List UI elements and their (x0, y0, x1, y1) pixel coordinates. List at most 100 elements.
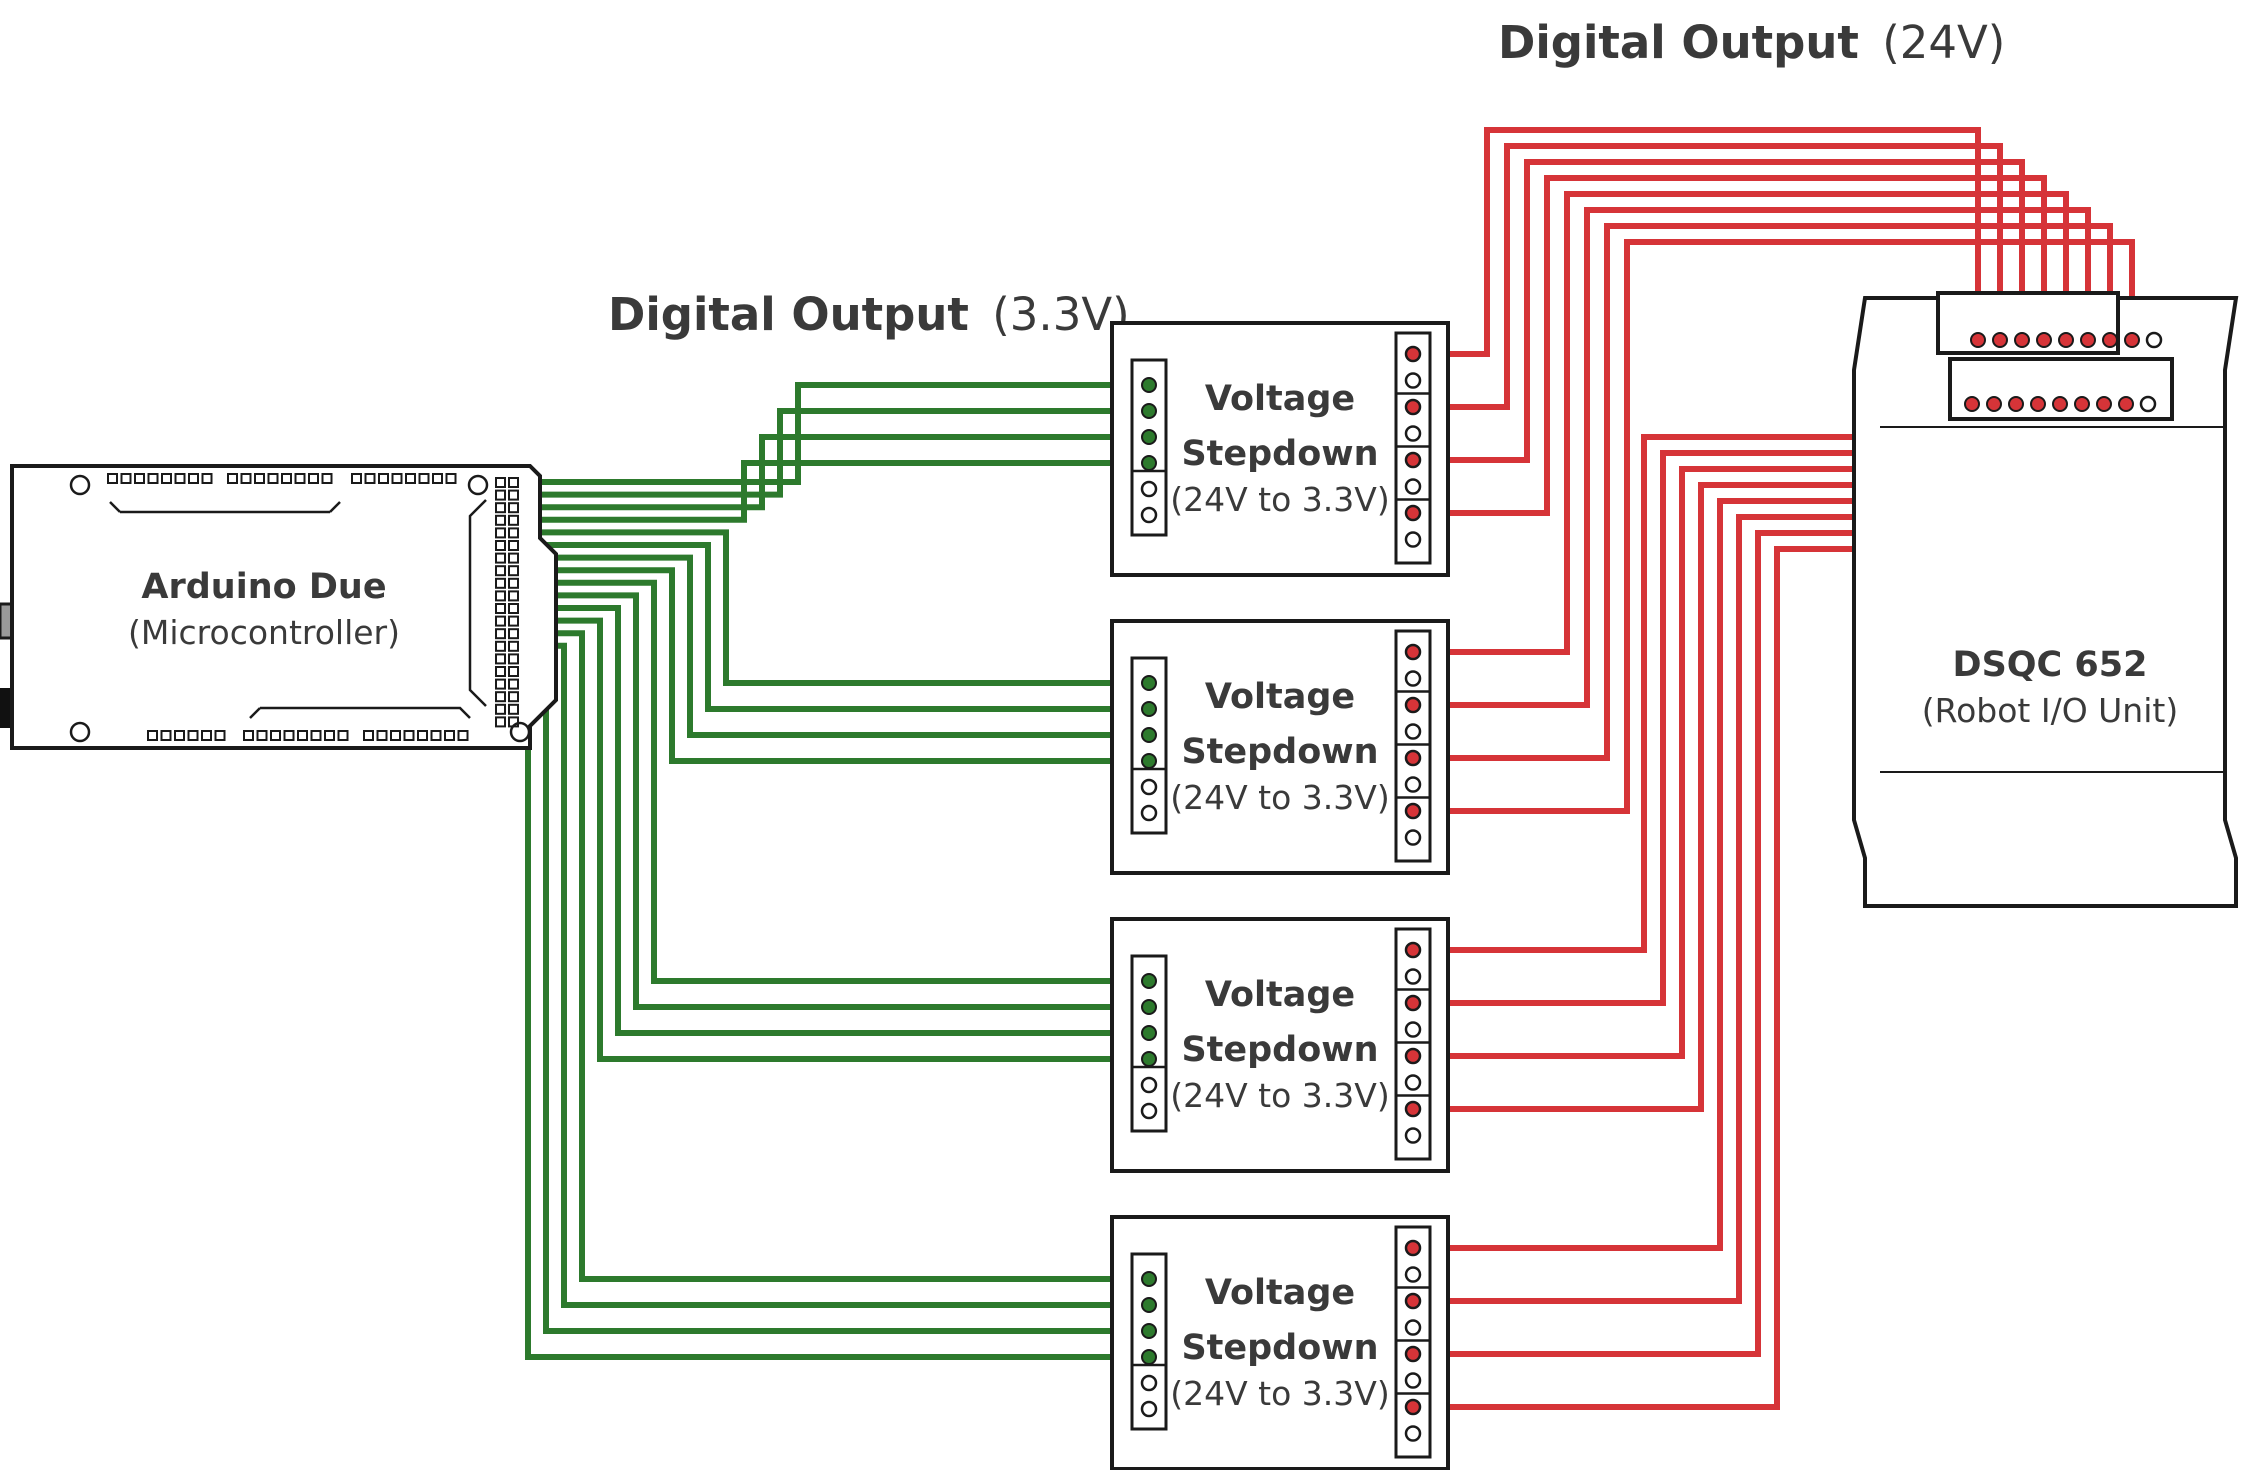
stepdown-label-3: (24V to 3.3V) (1170, 480, 1389, 519)
header-pin (495, 615, 506, 627)
header-pin (310, 730, 322, 741)
header-pin (227, 473, 238, 484)
dsqc-name: DSQC 652 (1953, 645, 2148, 685)
header-pin (508, 653, 519, 665)
terminal-pin (1404, 670, 1422, 687)
header-pin (508, 540, 519, 551)
stepdown-label-1: Voltage (1205, 677, 1355, 717)
terminal-pin (1140, 1374, 1158, 1392)
stepdown-outline (1110, 1215, 1450, 1470)
high-voltage-wire (1413, 223, 2113, 761)
terminal-pin (2124, 332, 2140, 348)
high-voltage-wire (1413, 159, 2025, 463)
header-pin (147, 473, 159, 484)
stepdown-label-2: Stepdown (1181, 1328, 1378, 1368)
header-pin (283, 730, 295, 741)
stepdown-label-1: Voltage (1205, 1273, 1355, 1313)
silkscreen-line (260, 706, 471, 719)
terminal-pin (2139, 395, 2157, 413)
header-pin (495, 703, 506, 715)
header-pin (134, 473, 145, 484)
heading-low-bold: Digital Output (608, 288, 969, 341)
header-pin (417, 730, 428, 741)
low-voltage-wire (518, 668, 1148, 1360)
terminal-pin (2052, 396, 2068, 412)
terminal-pin (2030, 396, 2046, 412)
header-pin (444, 730, 455, 741)
output-terminal (1394, 629, 1432, 863)
header-pin (508, 590, 519, 602)
header-pin (297, 730, 308, 741)
low-voltage-wire (518, 642, 1148, 1308)
header-pin (418, 473, 430, 484)
terminal-pin (1404, 749, 1422, 767)
arduino-outline (10, 464, 558, 750)
terminal-pin (1404, 1398, 1422, 1416)
silkscreen-line (249, 707, 261, 719)
header-pin (495, 502, 506, 514)
heading-high-voltage: (24V) (1882, 16, 2005, 69)
terminal-pin (1404, 504, 1422, 522)
terminal-pin (1986, 396, 2002, 412)
header-pin (508, 703, 519, 715)
header-pin (508, 577, 519, 589)
low-voltage-wire (518, 460, 1148, 523)
terminal-pin (1404, 531, 1422, 548)
terminal-pin (1141, 1349, 1157, 1365)
terminal-pin (1404, 696, 1422, 714)
low-voltage-wire (518, 617, 1148, 1062)
terminal-pin (1140, 480, 1158, 498)
low-voltage-wire (518, 592, 1148, 1010)
header-pin (391, 473, 403, 484)
header-pin (161, 473, 172, 484)
header-pin (495, 527, 506, 539)
stepdown-module: Voltage Stepdown (24V to 3.3V) (1110, 1215, 1450, 1470)
header-pin (174, 730, 185, 741)
header-pin (281, 473, 292, 484)
header-pin (508, 691, 519, 703)
heading-high-bold: Digital Output (1498, 16, 1859, 69)
terminal-pin (2058, 332, 2074, 348)
header-pin (508, 640, 519, 652)
terminal-pin (2118, 396, 2134, 412)
low-voltage-wire (518, 408, 1148, 498)
header-pin (495, 552, 506, 564)
header-pin (508, 565, 519, 577)
header-pin (351, 473, 362, 484)
arduino-due-board: Arduino Due (Microcontroller) (0, 464, 558, 750)
high-voltage-wire (1413, 239, 2135, 814)
stepdown-label-1: Voltage (1205, 975, 1355, 1015)
low-voltage-wire (518, 382, 1148, 485)
header-pin (495, 691, 506, 703)
dsqc-652-unit: DSQC 652 (Robot I/O Unit) (1852, 291, 2239, 908)
terminal-pin (1140, 778, 1158, 796)
header-pin (495, 514, 506, 526)
terminal-pin (1141, 973, 1157, 989)
terminal-pin (1141, 1271, 1157, 1287)
header-pin (403, 730, 415, 741)
output-terminal (1394, 1225, 1432, 1459)
high-voltage-wire (1413, 207, 2091, 708)
terminal-pin (2008, 396, 2024, 412)
header-pin (390, 730, 401, 741)
header-pin (254, 473, 265, 484)
terminal-pin (1140, 1102, 1158, 1120)
header-pin (256, 730, 268, 741)
terminal-pin (1404, 1100, 1422, 1118)
stepdown-module: Voltage Stepdown (24V to 3.3V) (1110, 619, 1450, 875)
terminal-pin (1140, 1400, 1158, 1418)
header-pin (495, 678, 506, 690)
mount-hole-icon (69, 721, 91, 743)
header-pin (495, 565, 506, 577)
terminal-pin (1404, 1239, 1422, 1257)
terminal-pin (1404, 968, 1422, 985)
stepdown-modules: Voltage Stepdown (24V to 3.3V) Voltage Stepd… (1110, 321, 1450, 1470)
header-pin (240, 473, 252, 484)
header-pin (120, 473, 132, 484)
silkscreen-line (468, 499, 487, 707)
header-pin (378, 473, 389, 484)
terminal-pin (2102, 332, 2118, 348)
terminal-pin (1404, 776, 1422, 793)
header-pin (294, 473, 306, 484)
terminal-pin (1970, 332, 1986, 348)
